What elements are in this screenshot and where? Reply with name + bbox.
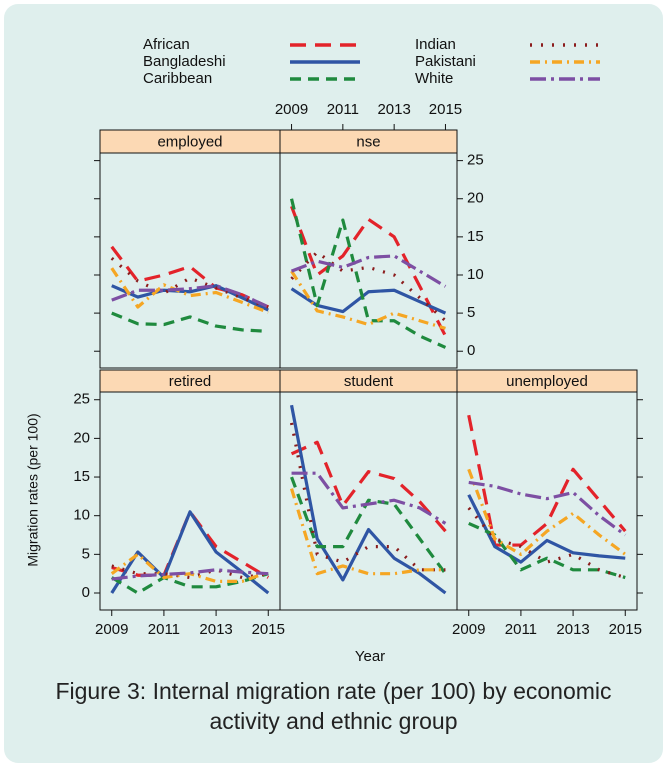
series-line [291,471,447,525]
panel-title: student [344,373,394,390]
y-tick-label: 10 [73,507,90,524]
series-line [111,284,269,312]
legend-label: Bangladeshi [143,53,226,70]
series-line [290,488,446,576]
panel-title: employed [157,133,222,150]
series-line [110,552,269,583]
series-line [111,284,269,309]
series-line [290,476,447,575]
x-tick-label: 2013 [377,101,410,118]
x-tick-label: 2013 [556,621,589,638]
panel-title: unemployed [506,373,588,390]
series-line [468,480,627,537]
y-tick-label: 15 [73,468,90,485]
x-tick-label: 2009 [275,101,308,118]
panel-title: retired [169,373,212,390]
x-tick-label: 2015 [429,101,462,118]
caption: Figure 3: Internal migration rate (per 1… [55,678,612,734]
y-tick-label: 0 [82,584,90,601]
x-tick-label: 2015 [609,621,642,638]
x-tick-label: 2013 [199,621,232,638]
y-tick-label: 15 [467,228,484,245]
y-axis-label: Migration rates (per 100) [25,413,41,566]
legend-label: Caribbean [143,70,212,87]
panel-frame [279,152,458,369]
legend-label: Indian [415,36,456,53]
series-line [290,254,447,288]
series-line [110,257,269,309]
series-line [110,267,269,314]
series-line [111,568,269,581]
x-tick-label: 2011 [327,101,359,118]
y-tick-label: 5 [82,545,90,562]
legend-label: African [143,36,190,53]
y-tick-label: 0 [467,342,475,359]
series-line [289,198,447,349]
panel-frame [456,391,638,611]
y-tick-label: 25 [73,391,90,408]
series-line [111,311,269,334]
y-tick-label: 20 [73,429,90,446]
legend-label: White [415,70,453,87]
series-line [467,506,626,580]
series-line [110,245,269,309]
series-line [289,422,446,572]
y-tick-label: 25 [467,152,484,169]
y-tick-label: 20 [467,190,484,207]
y-tick-label: 10 [467,266,484,283]
series-line [290,270,446,330]
series-line [289,404,447,595]
series-line [467,468,627,556]
x-tick-label: 2009 [95,621,128,638]
legend-label: Pakistani [415,53,476,70]
x-tick-label: 2015 [252,621,285,638]
series-line [290,440,447,533]
x-axis-label: Year [355,648,385,665]
x-tick-label: 2011 [505,621,537,638]
x-tick-label: 2009 [452,621,485,638]
y-tick-label: 5 [467,304,475,321]
series-line [290,205,447,337]
panel-title: nse [356,133,380,150]
series-line [111,510,270,579]
series-line [467,494,626,564]
x-tick-label: 2011 [148,621,180,638]
